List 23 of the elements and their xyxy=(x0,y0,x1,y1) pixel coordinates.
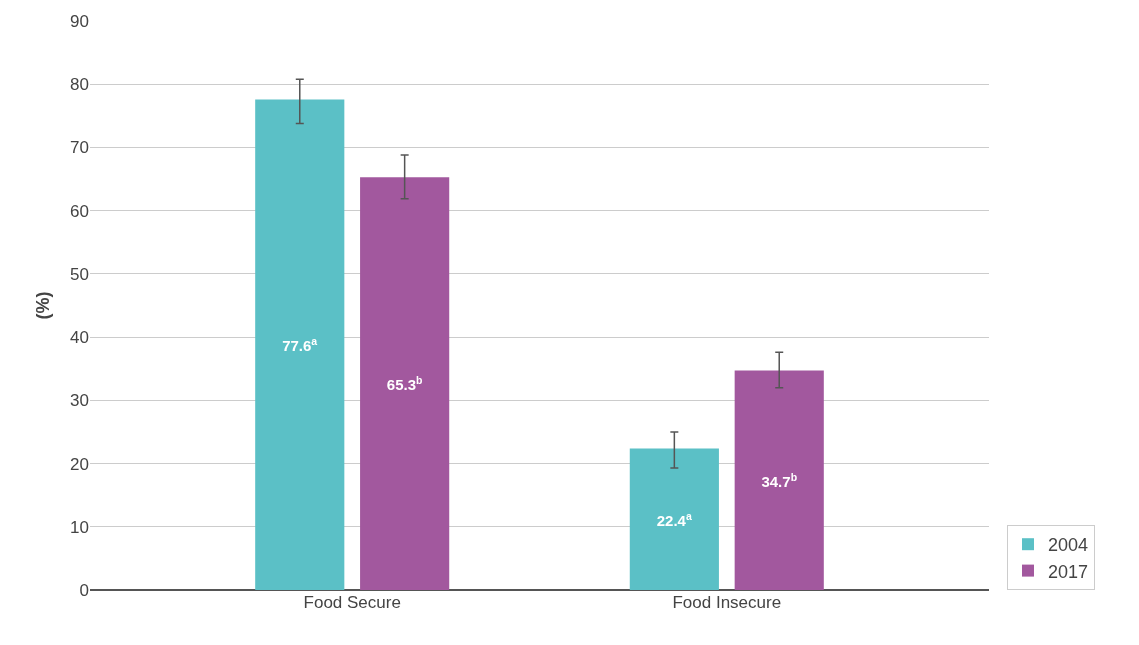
y-tick-label: 30 xyxy=(70,391,89,411)
data-label: 34.7$^{b}$ xyxy=(761,470,798,490)
y-tick-label: 40 xyxy=(70,328,89,348)
legend-label: 2017 xyxy=(1047,561,1089,582)
bar xyxy=(360,177,450,590)
x-tick-label: Food Insecure xyxy=(672,593,782,612)
y-tick-label: 90 xyxy=(70,11,89,31)
y-axis-title: (%) xyxy=(33,291,54,320)
bar xyxy=(255,99,345,590)
y-tick-label: 50 xyxy=(70,264,89,284)
bar xyxy=(734,370,824,590)
y-tick-label: 10 xyxy=(70,517,89,537)
y-tick-label: 70 xyxy=(70,138,89,158)
legend-label: 2004 xyxy=(1047,535,1089,556)
bar xyxy=(629,448,719,590)
y-tick-label: 0 xyxy=(79,580,89,600)
data-label: 65.3$^{b}$ xyxy=(386,373,423,394)
data-label: 22.4$^{a}$ xyxy=(656,509,692,529)
x-tick-label: Food Secure xyxy=(303,593,401,612)
y-tick-label: 20 xyxy=(70,454,89,474)
y-tick-label: 80 xyxy=(70,75,89,95)
y-tick-label: 60 xyxy=(70,201,89,221)
data-label: 77.6$^{a}$ xyxy=(282,335,318,355)
